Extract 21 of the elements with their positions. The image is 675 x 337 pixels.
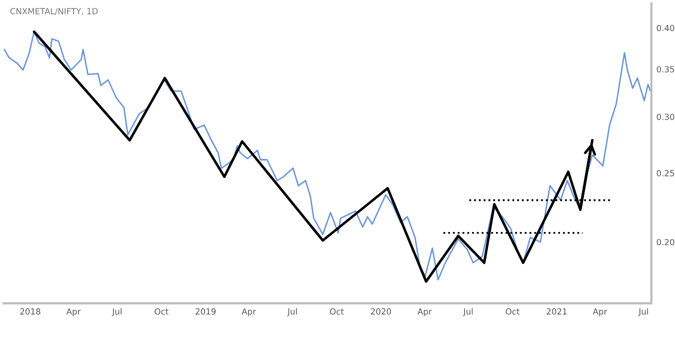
x-tick-label: Jul [462, 308, 473, 316]
x-tick-label: 2021 [546, 308, 567, 315]
x-tick-label: Apr [418, 308, 432, 316]
x-tick-label: Jul [638, 308, 648, 316]
y-tick-label: 0.30 [656, 114, 674, 120]
x-tick-label: Apr [242, 308, 256, 316]
x-tick-label: 2018 [20, 308, 40, 315]
x-tick-label: Jul [112, 308, 122, 316]
x-tick-label: Apr [66, 308, 81, 316]
x-tick-label: Oct [330, 308, 344, 315]
x-tick-label: 2020 [370, 308, 391, 315]
x-tick-label: Oct [154, 308, 168, 315]
y-tick-label: 0.25 [656, 170, 674, 176]
x-tick-label: Apr [592, 308, 608, 316]
y-tick-label: 0.20 [656, 238, 674, 246]
y-tick-label: 0.40 [656, 24, 674, 32]
x-tick-label: Jul [287, 308, 297, 316]
y-tick-label: 0.35 [656, 66, 674, 72]
x-tick-label: 2019 [196, 308, 216, 315]
x-tick-label: Oct [506, 308, 520, 315]
chart-title: CNXMETAL/NIFTY, 1D [10, 8, 98, 16]
